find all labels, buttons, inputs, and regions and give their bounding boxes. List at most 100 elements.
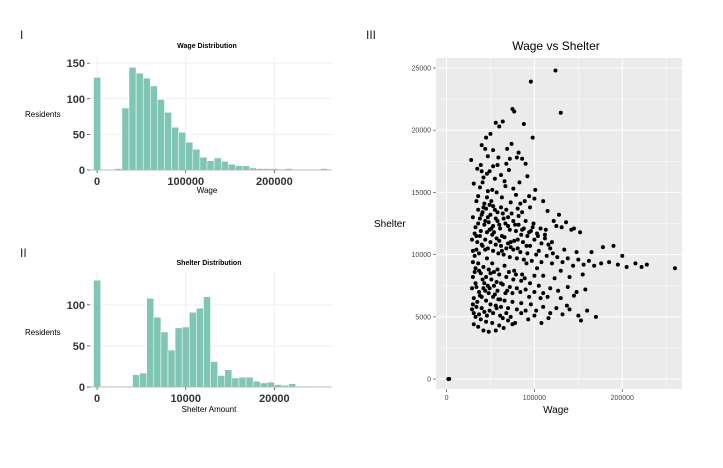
scatter-point xyxy=(523,308,528,313)
histogram-bar xyxy=(231,377,240,388)
histogram-bar xyxy=(245,376,254,388)
scatter-point xyxy=(481,175,486,180)
scatter-point xyxy=(487,169,492,174)
scatter-point xyxy=(558,268,563,273)
scatter-point xyxy=(519,301,524,306)
scatter-point xyxy=(541,199,546,204)
x-axis-label: Shelter Amount xyxy=(182,405,237,414)
histogram-bar xyxy=(199,156,208,171)
scatter-point xyxy=(526,317,531,322)
scatter-point xyxy=(607,260,612,265)
scatter-point xyxy=(484,195,489,200)
scatter-point xyxy=(510,291,515,296)
scatter-point xyxy=(551,219,556,224)
scatter-point xyxy=(532,313,537,318)
scatter-point xyxy=(478,163,483,168)
x-tick-label: 0 xyxy=(445,395,449,402)
scatter-point xyxy=(510,299,515,304)
y-axis-label: Shelter xyxy=(374,219,406,230)
scatter-point xyxy=(485,283,490,288)
y-tick-label: 0 xyxy=(79,165,85,177)
scatter-point xyxy=(541,273,546,278)
scatter-point xyxy=(600,245,605,250)
scatter-point xyxy=(501,252,506,257)
scatter-point xyxy=(499,172,504,177)
scatter-point xyxy=(494,279,499,284)
scatter-point xyxy=(581,262,586,267)
scatter-point xyxy=(491,270,496,275)
scatter-point xyxy=(558,110,563,115)
scatter-point xyxy=(535,266,540,271)
scatter-point xyxy=(490,187,495,192)
scatter-point xyxy=(525,174,530,179)
y-tick-label: 100 xyxy=(67,94,85,106)
scatter-point xyxy=(471,322,476,327)
scatter-point xyxy=(506,167,511,172)
shelter-distribution-chart: Shelter Distribution Shelter Amount Resi… xyxy=(25,260,332,414)
histogram-bar xyxy=(228,164,236,171)
scatter-point xyxy=(538,296,543,301)
scatter-point xyxy=(536,248,541,253)
scatter-point xyxy=(491,148,496,153)
scatter-point xyxy=(499,281,504,286)
histogram-bar xyxy=(185,141,194,171)
scatter-point xyxy=(520,156,525,161)
histogram-bar xyxy=(192,149,201,171)
scatter-point xyxy=(473,225,478,230)
scatter-point xyxy=(532,196,537,201)
scatter-point xyxy=(564,303,569,308)
scatter-point xyxy=(499,243,504,248)
scatter-point xyxy=(503,291,508,296)
wage-distribution-chart: Wage Distribution Wage Residents 0 50 100 1… xyxy=(25,43,332,195)
scatter-point xyxy=(513,228,518,233)
histogram-bar xyxy=(121,107,130,171)
scatter-point xyxy=(553,68,558,73)
scatter-point xyxy=(483,288,488,293)
y-tick-label: 100 xyxy=(67,300,85,312)
scatter-point xyxy=(522,276,527,281)
scatter-point xyxy=(571,263,576,268)
scatter-point xyxy=(525,251,530,256)
scatter-point xyxy=(477,293,482,298)
scatter-point xyxy=(552,276,557,281)
scatter-point xyxy=(534,308,539,313)
scatter-point xyxy=(504,311,509,316)
histogram-bar xyxy=(224,369,233,388)
scatter-point xyxy=(495,210,500,215)
scatter-point xyxy=(474,199,479,204)
histogram-bar xyxy=(181,326,190,388)
scatter-point xyxy=(491,248,496,253)
scatter-point xyxy=(519,278,524,283)
scatter-point xyxy=(475,166,480,171)
scatter-point xyxy=(504,207,509,212)
scatter-point xyxy=(488,271,493,276)
scatter-point xyxy=(470,248,475,253)
scatter-point xyxy=(555,255,560,260)
scatter-point xyxy=(530,135,535,140)
scatter-point xyxy=(494,190,499,195)
histogram-bar xyxy=(206,160,215,171)
scatter-point xyxy=(504,246,509,251)
histogram-bar xyxy=(189,312,197,388)
scatter-point xyxy=(470,275,475,280)
y-tick-label: 25000 xyxy=(412,65,432,72)
x-axis-label: Wage xyxy=(543,405,569,416)
scatter-point xyxy=(479,212,484,217)
scatter-point xyxy=(478,317,483,322)
scatter-point xyxy=(494,306,499,311)
scatter-point xyxy=(499,195,504,200)
scatter-point xyxy=(481,205,486,210)
scatter-point xyxy=(528,205,533,210)
scatter-point xyxy=(516,222,521,227)
scatter-point xyxy=(624,265,629,270)
y-tick-label: 20000 xyxy=(412,128,432,135)
scatter-point xyxy=(483,247,488,252)
scatter-point xyxy=(506,223,511,228)
scatter-point xyxy=(482,222,487,227)
scatter-point xyxy=(498,226,503,231)
scatter-point xyxy=(523,161,528,166)
scatter-point xyxy=(484,275,489,280)
scatter-point xyxy=(491,283,496,288)
scatter-point xyxy=(482,201,487,206)
